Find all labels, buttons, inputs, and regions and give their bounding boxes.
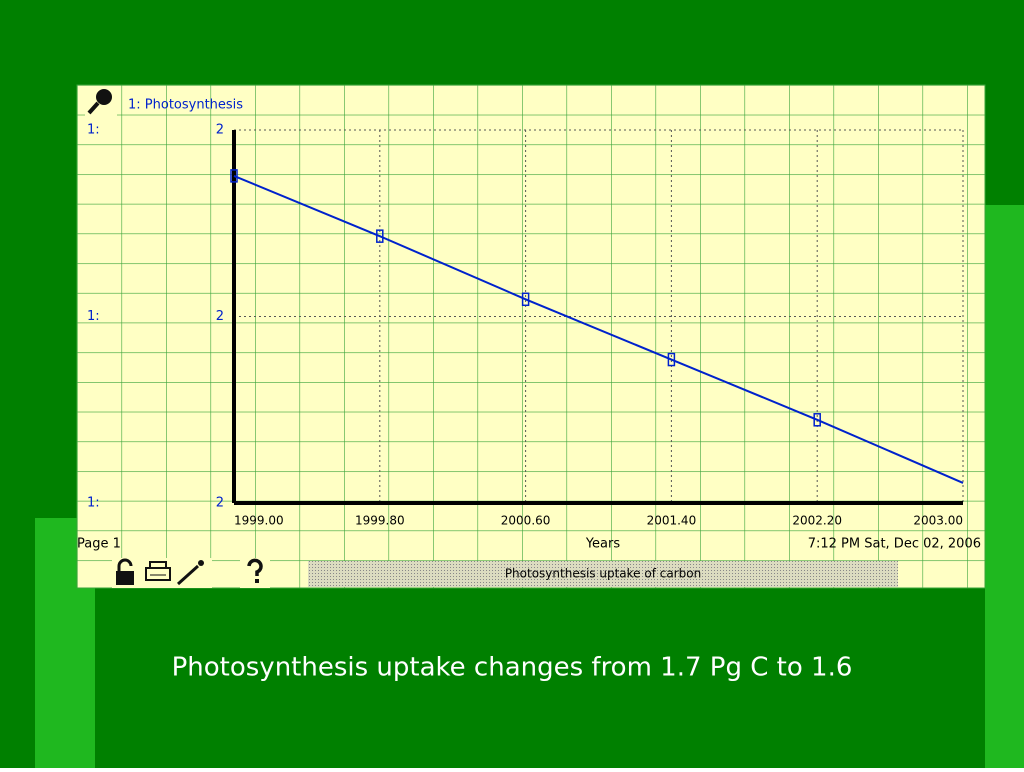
wand-icon[interactable]: [176, 560, 204, 586]
page-label: Page 1: [77, 537, 121, 552]
plot: 2 1: 2 1: 2 1: 1999.00 1999.80 2000.60 2001.40 200…: [87, 123, 964, 528]
x-tick-label: 1999.80: [355, 514, 405, 528]
y-series-label: 1:: [87, 496, 100, 511]
toolbar: [112, 558, 270, 588]
caption: Photosynthesis uptake changes from 1.7 P…: [172, 653, 853, 683]
x-tick-label: 2001.40: [647, 514, 697, 528]
y-series-label: 1:: [87, 309, 100, 324]
point-marker: [521, 292, 530, 307]
y-series-label: 1:: [87, 123, 100, 138]
print-icon[interactable]: [145, 561, 171, 581]
decor-strip: [985, 205, 1024, 768]
point-marker: [667, 352, 676, 367]
point-marker: [376, 229, 384, 243]
legend-entry: 1: Photosynthesis: [128, 98, 243, 113]
data-line: [233, 174, 964, 484]
x-tick-label: 2003.00: [913, 514, 963, 528]
x-tick-label: 1999.00: [234, 514, 284, 528]
y-tick-label: 2: [216, 123, 224, 138]
lock-icon[interactable]: [116, 558, 134, 585]
magnifier-icon: [85, 86, 117, 116]
timestamp: 7:12 PM Sat, Dec 02, 2006: [808, 537, 981, 552]
x-tick-label: 2002.20: [792, 514, 842, 528]
x-axis-label: Years: [585, 537, 621, 552]
point-marker: [230, 169, 238, 183]
title-bar: [308, 561, 898, 587]
y-tick-label: 2: [216, 309, 224, 324]
help-icon[interactable]: [247, 558, 263, 583]
y-tick-label: 2: [216, 496, 224, 511]
help-bg: [240, 558, 270, 588]
point-marker: [813, 413, 821, 427]
x-tick-label: 2000.60: [501, 514, 551, 528]
chart-title: Photosynthesis uptake of carbon: [505, 567, 701, 581]
